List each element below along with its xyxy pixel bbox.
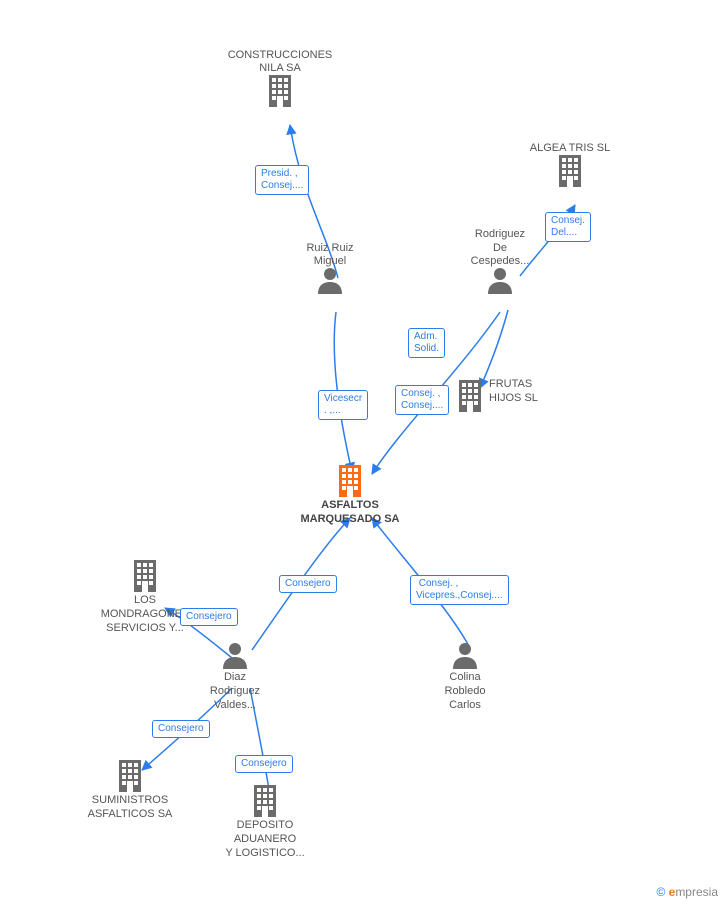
person-icon [486, 281, 514, 298]
diagram-canvas: CONSTRUCCIONES NILA SA ALGEA TRIS SL FRU… [0, 0, 728, 905]
edge-label-diaz-suministros[interactable]: Consejero [152, 720, 210, 738]
edges-layer [0, 0, 728, 905]
edge-label-diaz-asfaltos[interactable]: Consejero [279, 575, 337, 593]
person-icon [316, 281, 344, 298]
node-label: ALGEA TRIS SL [500, 142, 640, 156]
edge-label-diaz-mondragones[interactable]: Consejero [180, 608, 238, 626]
node-label: FRUTAS HIJOS SL [489, 378, 569, 406]
node-label: SUMINISTROS ASFALTICOS SA [60, 794, 200, 822]
node-colina[interactable]: Colina Robledo Carlos [451, 641, 479, 674]
edge-label-ruiz-asfaltos[interactable]: Vicesecr . ,... [318, 390, 368, 420]
node-ruiz[interactable]: Ruiz Ruiz Miguel [316, 266, 344, 299]
node-label: Diaz Rodriguez Valdes... [165, 671, 305, 712]
company-icon [265, 94, 295, 111]
node-frutas[interactable]: FRUTAS HIJOS SL [455, 378, 485, 417]
node-label: DEPOSITO ADUANERO Y LOGISTICO... [195, 819, 335, 860]
node-label: Ruiz Ruiz Miguel [260, 242, 400, 270]
copyright-symbol: © [656, 885, 665, 899]
edge-label-ruiz-construcciones[interactable]: Presid. , Consej.... [255, 165, 309, 195]
node-mondragones[interactable]: LOS MONDRAGONES SERVICIOS Y... [130, 558, 160, 597]
node-label: CONSTRUCCIONES NILA SA [210, 49, 350, 77]
edge-label-diaz-deposito[interactable]: Consejero [235, 755, 293, 773]
copyright-brand: empresia [669, 885, 718, 899]
edge-label-rodriguez-asfaltos[interactable]: Consej. , Consej.... [395, 385, 449, 415]
edge-label-rodriguez-algea[interactable]: Consej. Del.... [545, 212, 591, 242]
edge-rodriguez-frutas [480, 310, 508, 388]
company-icon [455, 399, 485, 416]
node-suministros[interactable]: SUMINISTROS ASFALTICOS SA [115, 758, 145, 797]
copyright: © empresia [656, 885, 718, 899]
node-construcciones[interactable]: CONSTRUCCIONES NILA SA [265, 73, 295, 112]
node-asfaltos[interactable]: ASFALTOS MARQUESADO SA [335, 463, 365, 502]
node-rodriguez[interactable]: Rodriguez De Cespedes... [486, 266, 514, 299]
edge-label-rodriguez-frutas[interactable]: Adm. Solid. [408, 328, 445, 358]
edge-label-colina-asfaltos[interactable]: Consej. , Vicepres.,Consej.... [410, 575, 509, 605]
node-label: ASFALTOS MARQUESADO SA [280, 499, 420, 527]
node-diaz[interactable]: Diaz Rodriguez Valdes... [221, 641, 249, 674]
node-deposito[interactable]: DEPOSITO ADUANERO Y LOGISTICO... [250, 783, 280, 822]
node-label: Colina Robledo Carlos [395, 671, 535, 712]
company-icon [555, 174, 585, 191]
node-algea[interactable]: ALGEA TRIS SL [555, 153, 585, 192]
